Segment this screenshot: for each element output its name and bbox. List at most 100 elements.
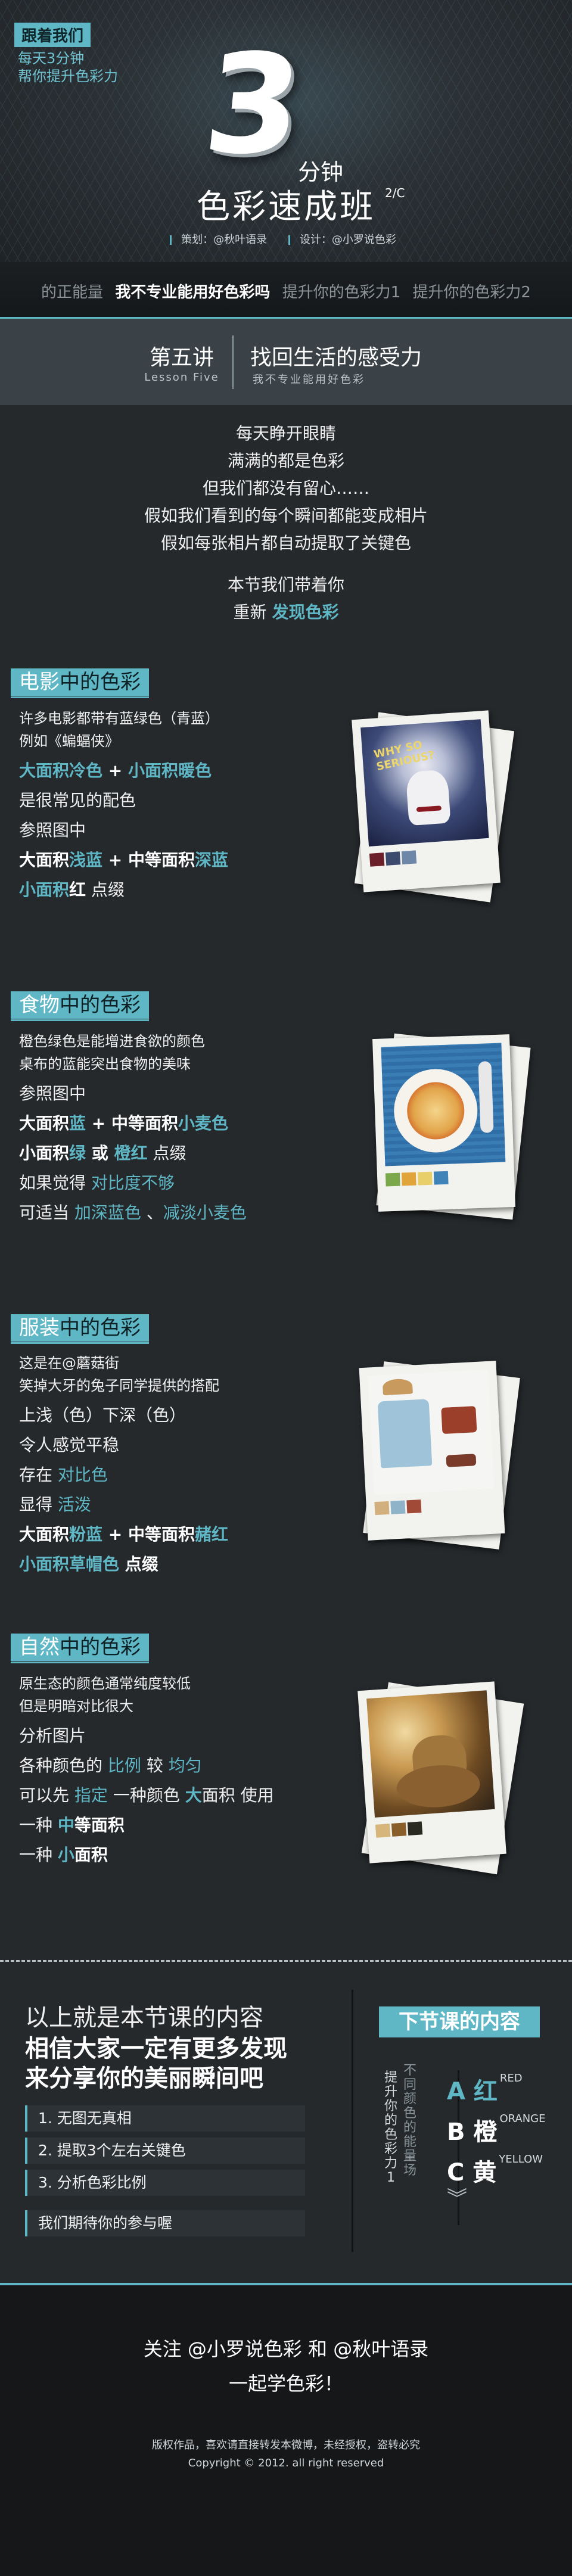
opt-letter: B <box>447 2118 465 2146</box>
step-1: 1. 无图无真相 <box>25 2105 305 2132</box>
option-orange[interactable]: B 橙 ORANGE <box>447 2113 545 2147</box>
poster-text: WHY SO SERIOUS? <box>372 738 436 773</box>
movie-line-6: 大面积浅蓝 + 中等面积深蓝 <box>19 847 228 871</box>
summary-line-3: 来分享你的美丽瞬间吧 <box>25 2065 263 2092</box>
summary-line-1: 以上就是本节课的内容 <box>25 2004 263 2031</box>
lesson-divider <box>232 335 234 389</box>
nature-image <box>366 1690 495 1818</box>
nav-item-energy[interactable]: 的正能量 <box>41 284 104 301</box>
seg: 中 <box>128 1525 145 1544</box>
seg: 小面积 <box>19 880 70 900</box>
seg: 各种颜色的 <box>19 1756 108 1775</box>
big-number-3: 3 <box>197 26 310 185</box>
fashion-line-5: 存在 对比色 <box>19 1462 108 1486</box>
head-rest: 中的色彩 <box>60 670 141 694</box>
follow-tag: 跟着我们 <box>14 23 91 47</box>
fashion-line-7: 大面积粉蓝 + 中等面积赭红 <box>19 1522 228 1545</box>
seg: 如果觉得 <box>19 1173 91 1193</box>
seg: 蓝 <box>69 1113 86 1133</box>
nature-line-4: 各种颜色的 比例 较 均匀 <box>19 1753 202 1777</box>
discover-prefix: 重新 <box>233 602 267 622</box>
course-title: 色彩速成班 <box>197 188 375 226</box>
seg: + <box>102 1525 128 1544</box>
seg: 大面积 <box>19 850 70 870</box>
seg: 减淡小麦色 <box>163 1203 247 1222</box>
opt-cn: 红 <box>473 2078 498 2105</box>
intro-line-4: 假如我们看到的每个瞬间都能变成相片 <box>144 506 428 525</box>
head-rest: 中的色彩 <box>60 993 141 1017</box>
footer-follow: 关注 @小罗说色彩 和 @秋叶语录 <box>143 2338 429 2360</box>
nav-item-color-power-1[interactable]: 提升你的色彩力1 <box>282 284 401 301</box>
movie-line-1: 许多电影都带有蓝绿色（青蓝） <box>19 710 219 727</box>
lesson-number: 第五讲 <box>149 346 214 370</box>
next-topic-vertical: 提升你的色彩力1 <box>384 2070 397 2185</box>
nav-item-current[interactable]: 我不专业能用好色彩吗 <box>115 284 271 301</box>
swatch <box>433 1171 449 1185</box>
movie-line-5: 参照图中 <box>19 820 86 840</box>
swatch <box>385 851 401 866</box>
fashion-line-3: 上浅（色）下深（色） <box>19 1405 186 1425</box>
seg: 指定 <box>74 1785 108 1805</box>
nav-row: 的正能量 我不专业能用好色彩吗 提升你的色彩力1 提升你的色彩力2 <box>0 280 572 302</box>
lesson-subtitle: 我不专业能用好色彩 <box>253 374 365 386</box>
opt-letter: C <box>447 2159 465 2186</box>
swatch <box>391 1822 407 1837</box>
seg: 等面积 <box>145 1525 195 1544</box>
nature-line-6: 一种 中等面积 <box>19 1812 125 1836</box>
lesson-header: 第五讲 Lesson Five 找回生活的感受力 我不专业能用好色彩 <box>0 319 572 405</box>
seg: 等面积 <box>74 1815 125 1835</box>
nature-line-2: 但是明暗对比很大 <box>19 1698 133 1715</box>
lesson-number-en: Lesson Five <box>144 371 219 384</box>
hexagon-pattern <box>0 0 572 262</box>
option-yellow[interactable]: C 黄 YELLOW <box>447 2153 543 2188</box>
hero-banner: 跟着我们 每天3分钟 帮你提升色彩力 3 分钟 色彩速成班 2/C 策划：@秋叶… <box>0 0 572 262</box>
seg: 橙红 <box>114 1143 148 1163</box>
seg: 点缀 <box>147 1143 186 1163</box>
head-keyword: 服装 <box>19 1316 60 1340</box>
next-topic-sub-vertical: 不同颜色的能量场 <box>403 2063 416 2178</box>
seg: 面积 使用 <box>201 1785 274 1805</box>
intro-line-5: 假如每张相片都自动提取了关键色 <box>160 533 411 553</box>
option-red[interactable]: A 红 RED <box>447 2072 523 2107</box>
seg: + <box>102 850 128 870</box>
photo-front <box>372 1034 515 1212</box>
opt-letter: A <box>447 2078 465 2105</box>
seg: 等面积 <box>128 1113 179 1133</box>
seg: 比例 <box>107 1756 141 1775</box>
section-head-movie: 电影中的色彩 <box>11 668 149 698</box>
fashion-line-4: 令人感觉平稳 <box>19 1435 120 1455</box>
nature-photo-stack <box>358 1681 524 1875</box>
movie-line-3: 大面积冷色 + 小面积暖色 <box>19 758 212 782</box>
food-line-2: 桌布的蓝能突出食物的美味 <box>19 1056 191 1072</box>
seg: 或 <box>86 1143 114 1163</box>
seg: 对比度不够 <box>91 1173 175 1193</box>
food-line-7: 可适当 加深蓝色 、减淡小麦色 <box>19 1200 247 1224</box>
joker-face <box>405 769 451 826</box>
straw-hat <box>382 1378 413 1396</box>
blue-shirt <box>377 1399 433 1469</box>
swatch <box>369 853 385 867</box>
movie-photo-stack: WHY SO SERIOUS? <box>352 710 515 903</box>
seg: 加深蓝色 <box>74 1203 141 1222</box>
shoes <box>446 1454 477 1467</box>
seg: + <box>86 1113 111 1133</box>
food-line-6: 如果觉得 对比度不够 <box>19 1170 175 1194</box>
seg: 活泼 <box>57 1495 91 1514</box>
movie-line-4: 是很常见的配色 <box>19 791 136 810</box>
seg: 大面积冷色 <box>19 761 103 780</box>
seg: 、 <box>141 1203 163 1222</box>
seg: 对比色 <box>57 1465 108 1485</box>
summary-line-2: 相信大家一定有更多发现 <box>25 2035 287 2062</box>
seg: 一种 <box>19 1815 58 1835</box>
swatch <box>401 850 417 865</box>
seg: 中 <box>57 1815 74 1835</box>
food-line-5: 小面积绿 或 橙红 点缀 <box>19 1140 186 1164</box>
spoon <box>478 1061 494 1133</box>
movie-line-7: 小面积红 点缀 <box>19 877 125 901</box>
nav-item-color-power-2[interactable]: 提升你的色彩力2 <box>412 284 531 301</box>
swatch <box>390 1500 406 1514</box>
nature-line-7: 一种 小面积 <box>19 1842 108 1866</box>
footer-rights: 版权作品，喜欢请直接转发本微博，未经授权，盗转必究 <box>152 2439 420 2451</box>
nature-line-1: 原生态的颜色通常纯度较低 <box>19 1675 191 1692</box>
opt-en: RED <box>499 2072 523 2085</box>
